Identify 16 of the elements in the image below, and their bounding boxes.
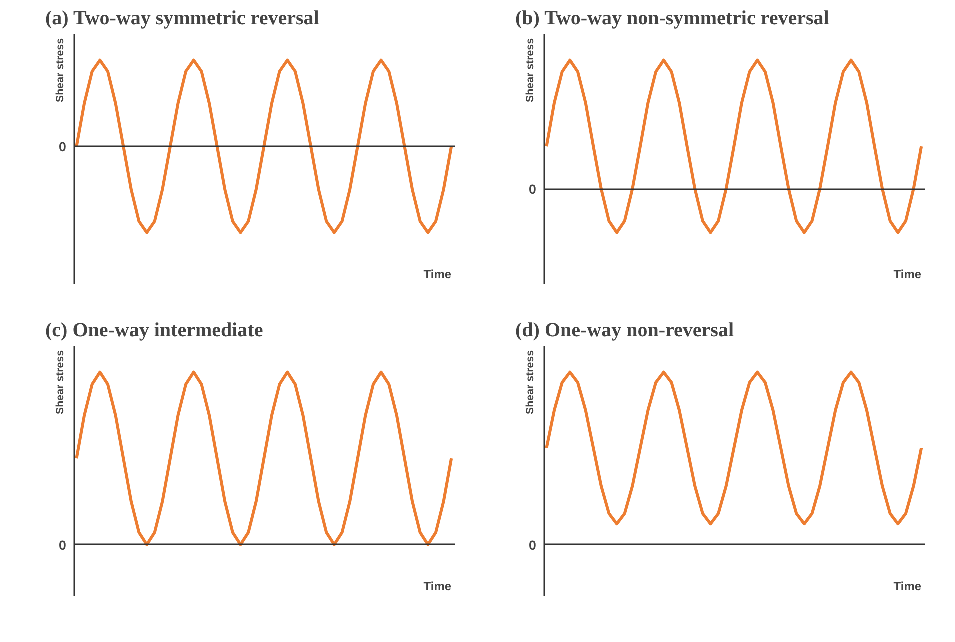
text: 0 — [528, 538, 536, 553]
chart-title: (c) One-way intermediate — [46, 320, 264, 342]
chart-title: (a) Two-way symmetric reversal — [46, 8, 320, 30]
y-axis-title: Shear stress — [524, 38, 536, 102]
text: 0 — [58, 538, 66, 553]
chart-title: (b) Two-way non-symmetric reversal — [516, 8, 830, 30]
x-axis-title: Time — [424, 268, 452, 282]
y-axis-title: Shear stress — [54, 38, 66, 102]
y-axis-title: Shear stress — [524, 350, 536, 414]
chart-title: (d) One-way non-reversal — [516, 320, 734, 342]
text: 0 — [58, 140, 66, 155]
text: 0 — [528, 182, 536, 198]
x-axis-title: Time — [894, 580, 922, 594]
x-axis-title: Time — [894, 268, 922, 282]
x-axis-title: Time — [424, 580, 452, 594]
y-axis-title: Shear stress — [54, 350, 66, 414]
